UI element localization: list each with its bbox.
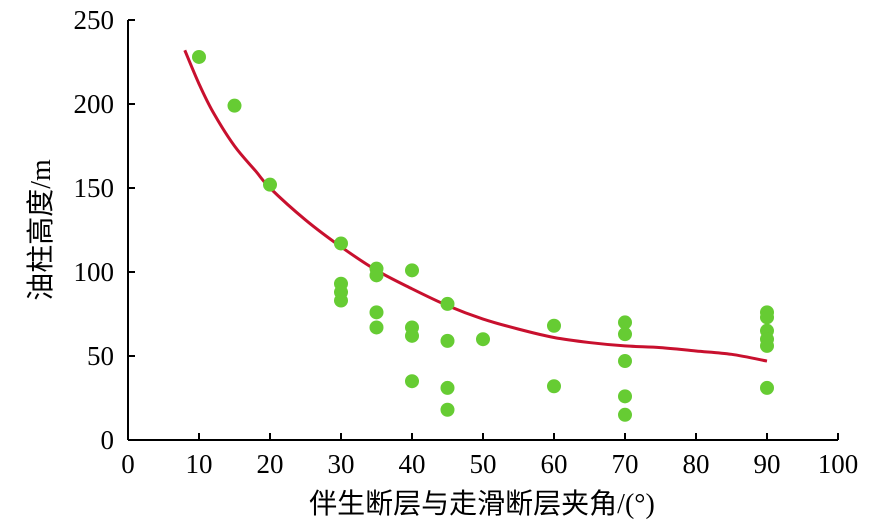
x-axis-title: 伴生断层与走滑断层夹角/(°) xyxy=(309,488,655,520)
data-point xyxy=(227,98,242,113)
data-point xyxy=(369,320,384,335)
y-tick-label: 250 xyxy=(74,5,115,35)
data-point xyxy=(405,328,419,343)
chart-axes xyxy=(127,20,838,441)
data-point xyxy=(618,354,632,369)
y-tick-label: 0 xyxy=(101,425,115,455)
data-point xyxy=(369,268,384,283)
x-tick-label: 30 xyxy=(328,449,355,479)
data-point xyxy=(618,327,632,342)
x-tick-label: 40 xyxy=(399,449,426,479)
data-point xyxy=(369,305,384,320)
data-point xyxy=(405,263,419,278)
x-tick-label: 100 xyxy=(818,449,859,479)
x-tick-label: 0 xyxy=(121,449,135,479)
data-point xyxy=(760,310,774,325)
trend-line-group xyxy=(183,49,768,363)
x-tick-label: 10 xyxy=(186,449,213,479)
data-point xyxy=(618,389,632,404)
data-point xyxy=(618,315,632,330)
x-tick-label: 90 xyxy=(754,449,781,479)
data-point xyxy=(440,333,455,348)
x-tick-label: 70 xyxy=(612,449,639,479)
y-axis-title: 油柱高度/m xyxy=(25,159,57,301)
data-point xyxy=(334,236,348,251)
data-point xyxy=(760,338,774,353)
data-point xyxy=(192,49,206,64)
data-point xyxy=(440,296,455,311)
data-point xyxy=(618,407,632,422)
data-point xyxy=(440,402,455,417)
data-point xyxy=(440,380,455,395)
x-tick-label: 80 xyxy=(683,449,710,479)
x-tick-label: 50 xyxy=(470,449,497,479)
x-tick-label: 60 xyxy=(541,449,568,479)
data-point xyxy=(263,177,277,192)
data-point xyxy=(547,379,561,394)
data-points-group xyxy=(192,49,774,422)
data-point xyxy=(476,332,490,347)
y-tick-label: 100 xyxy=(74,257,115,287)
data-point xyxy=(334,293,348,308)
data-point xyxy=(760,380,774,395)
y-tick-label: 150 xyxy=(74,173,115,203)
x-tick-label: 20 xyxy=(257,449,284,479)
y-tick-label: 200 xyxy=(74,89,115,119)
data-point xyxy=(405,374,419,389)
y-tick-label: 50 xyxy=(87,341,114,371)
data-point xyxy=(547,318,561,333)
trend-line xyxy=(183,49,768,363)
chart-ticks: 0 10 20 30 40 50 60 70 80 90 100 0 50 100 150 200 250 xyxy=(74,5,859,479)
